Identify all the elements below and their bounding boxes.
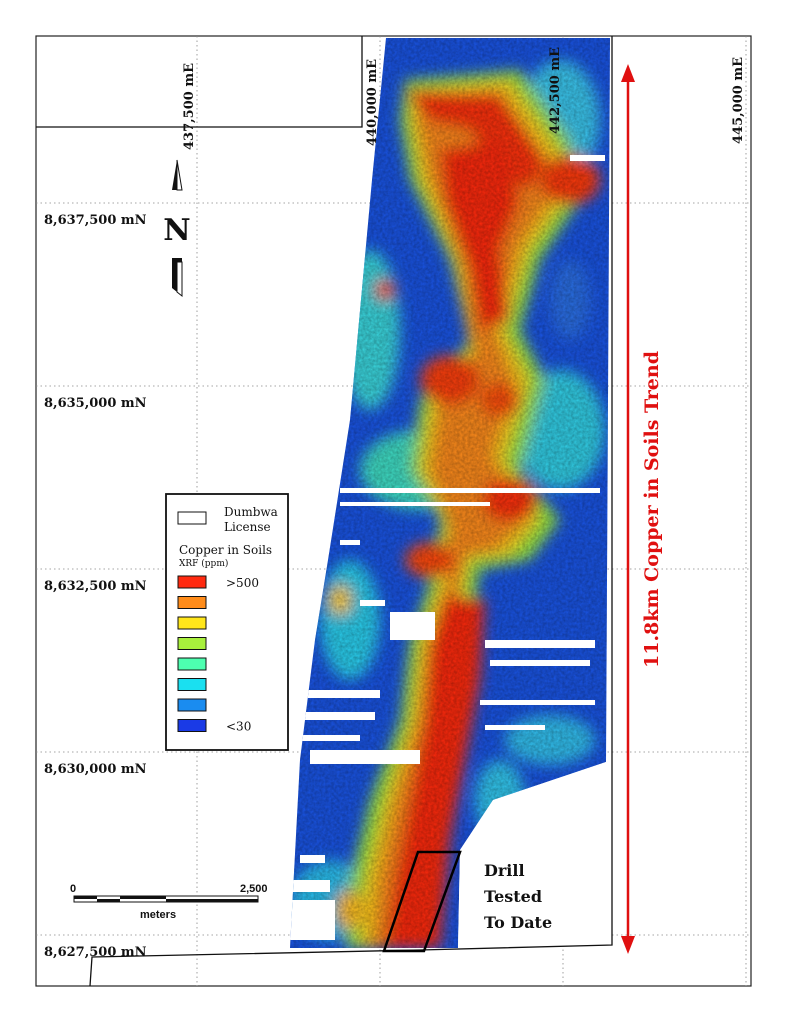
legend-title: Copper in Soils [179,543,272,557]
legend-swatch-1 [177,596,207,609]
drill-label: Drill Tested To Date [484,861,552,932]
northing-label-8637500: 8,637,500 mN [44,213,147,228]
legend-subtitle: XRF (ppm) [179,558,228,569]
northing-labels: 8,637,500 mN 8,635,000 mN 8,632,500 mN 8… [44,213,147,960]
easting-label-440000: 440,000 mE [365,59,380,146]
scale-bar-end: 2,500 [240,883,268,895]
legend-swatches: >500 <30 [177,575,259,734]
easting-label-437500: 437,500 mE [182,63,197,150]
drill-label-line-1: Drill [484,861,525,880]
legend-class-label-0: >500 [226,576,259,590]
legend: Dumbwa License Copper in Soils XRF (ppm)… [165,493,289,751]
legend-license-swatch [177,511,207,525]
legend-swatch-0 [177,575,207,589]
drill-tested-area [382,850,462,953]
legend-swatch-5 [177,678,207,691]
trend-label: 11.8km Copper in Soils Trend [641,351,663,668]
drill-label-line-2: Tested [484,887,542,906]
scale-bar: 0 2,500 meters [70,883,268,921]
legend-swatch-4 [177,657,207,671]
northing-label-8632500: 8,632,500 mN [44,579,147,594]
scale-bar-start: 0 [70,883,76,895]
easting-label-442500: 442,500 mE [548,47,563,134]
unsampled-gaps [290,155,605,940]
easting-label-445000: 445,000 mE [731,57,746,144]
drill-label-line-3: To Date [484,913,552,932]
northing-label-8630000: 8,630,000 mN [44,762,147,777]
scale-bar-unit: meters [140,909,176,921]
northing-label-8627500: 8,627,500 mN [44,945,147,960]
north-arrow-icon: N [163,159,191,298]
legend-swatch-7 [177,719,207,732]
trend-arrow [621,64,635,954]
easting-labels: 437,500 mE 440,000 mE 442,500 mE 445,000… [182,47,746,150]
northing-label-8635000: 8,635,000 mN [44,396,147,411]
north-letter: N [163,213,190,248]
legend-license-label-2: License [224,520,271,534]
legend-class-label-7: <30 [226,720,251,734]
legend-swatch-2 [177,616,207,630]
legend-license-label-1: Dumbwa [224,505,278,519]
legend-swatch-6 [177,698,207,712]
legend-swatch-3 [177,637,207,650]
